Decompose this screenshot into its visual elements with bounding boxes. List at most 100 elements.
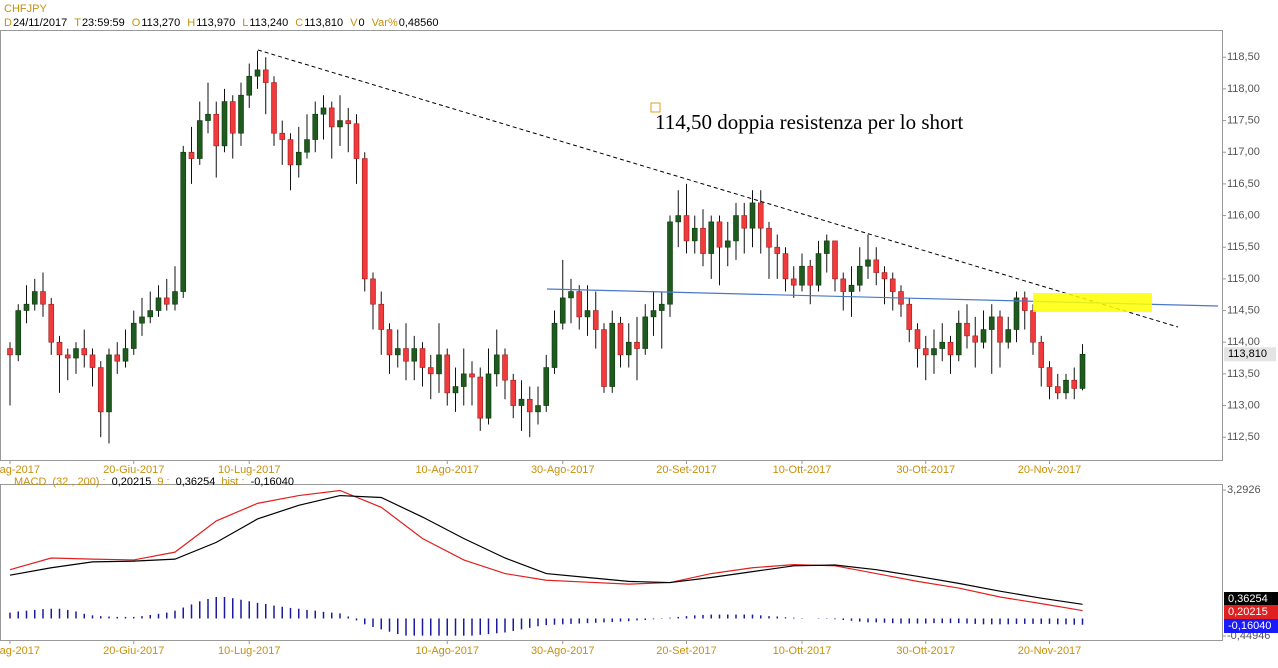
candle-body: [947, 341, 954, 356]
info-key: L: [242, 17, 248, 29]
y-tick-label: 114,50: [1227, 304, 1260, 316]
candle-body: [683, 215, 690, 242]
info-key: T: [74, 17, 81, 29]
info-key: C: [295, 17, 303, 29]
y-tick-label: 3,2926: [1227, 484, 1261, 496]
y-tick-label: 115,50: [1227, 241, 1260, 253]
candle-body: [757, 202, 764, 229]
candle-body: [724, 240, 731, 248]
candle-body: [609, 322, 616, 387]
candle-body: [254, 69, 261, 77]
candle-body: [584, 310, 591, 318]
info-value: 113,240: [249, 17, 288, 29]
candle-body: [73, 348, 79, 359]
info-value: 113,810: [304, 17, 343, 29]
candle-body: [271, 82, 277, 134]
candle-body: [1038, 341, 1045, 368]
annotation: 114,50 doppia resistenza per lo short: [655, 110, 963, 134]
candle-body: [997, 316, 1003, 343]
candle-body: [906, 303, 913, 330]
candle-body: [122, 348, 129, 362]
candle-body: [320, 107, 327, 115]
candle-body: [246, 75, 253, 96]
candle-body: [485, 373, 492, 419]
value-box: [1224, 592, 1278, 606]
candle-body: [411, 348, 418, 362]
candle-body: [15, 310, 22, 356]
candle-body: [741, 215, 748, 229]
info-value: 113,270: [141, 17, 180, 29]
candle-body: [89, 354, 96, 368]
candle-body: [889, 278, 896, 292]
candle-body: [221, 101, 228, 147]
candle-body: [972, 335, 979, 343]
candle-body: [856, 265, 863, 286]
x-tick-label: 30-Ago-2017: [531, 645, 595, 657]
candle-body: [502, 354, 508, 381]
candle-body: [452, 386, 459, 394]
info-value: 24/11/2017: [13, 17, 67, 29]
candle-body: [353, 123, 360, 159]
y-tick-label: 116,00: [1227, 209, 1260, 221]
candle-body: [172, 291, 178, 305]
x-tick-label: 10-Ott-2017: [773, 464, 832, 476]
x-tick-label: Mag-2017: [0, 645, 40, 657]
candle-body: [708, 221, 715, 254]
candle-body: [733, 215, 739, 242]
y-tick-label: 113,50: [1227, 368, 1260, 380]
x-tick-label: 20-Giu-2017: [103, 645, 164, 657]
candle-body: [518, 398, 525, 406]
candle-body: [939, 341, 946, 349]
candle-body: [64, 354, 71, 359]
info-key: H: [187, 17, 195, 29]
candle-body: [477, 376, 484, 419]
info-value: 113,970: [196, 17, 235, 29]
candle-body: [551, 322, 558, 368]
symbol: CHFJPY: [4, 3, 47, 15]
y-tick-label: 112,50: [1227, 431, 1260, 443]
candle-body: [403, 348, 409, 362]
x-tick-label: 30-Ott-2017: [896, 464, 955, 476]
x-tick-label: 20-Set-2017: [656, 464, 717, 476]
candle-body: [205, 113, 211, 121]
candle-body: [749, 202, 756, 229]
candle-body: [526, 398, 533, 413]
candle-body: [427, 367, 434, 375]
x-tick-label: 30-Ott-2017: [896, 645, 955, 657]
info-bar: D 24/11/2017 T 23:59:59 O 113,270 H 113,970 L 113…: [4, 17, 439, 29]
candle-body: [130, 322, 137, 349]
y-tick-label: 117,00: [1227, 146, 1260, 158]
macd-params: (32 , 200) :: [52, 476, 105, 488]
candle-body: [535, 405, 541, 413]
macd-title: MACD: [14, 476, 46, 488]
candle-body: [922, 348, 929, 356]
candle-body: [1071, 379, 1078, 389]
candle-body: [832, 240, 838, 280]
resistance-zone: [1033, 293, 1152, 312]
candle-body: [881, 272, 888, 280]
candle-body: [1021, 297, 1028, 311]
candle-body: [980, 329, 987, 343]
candle-body: [799, 265, 805, 286]
note-marker: [650, 102, 661, 113]
value-box: [1224, 619, 1278, 633]
candle-body: [988, 316, 995, 330]
x-tick-label: 10-Ott-2017: [773, 645, 832, 657]
y-tick-label: 116,50: [1227, 178, 1260, 190]
candle-body: [40, 291, 46, 305]
candle-body: [81, 348, 88, 356]
candle-body: [691, 227, 698, 242]
y-tick-label: 118,00: [1227, 83, 1260, 95]
candle-body: [23, 303, 30, 311]
candle-body: [568, 291, 574, 299]
candle-body: [650, 310, 657, 318]
candle-body: [658, 303, 665, 311]
signal-value: 0,36254: [176, 476, 216, 488]
candle-body: [361, 158, 368, 280]
candle-body: [287, 139, 294, 166]
candle-body: [196, 120, 203, 159]
candle-body: [964, 322, 970, 337]
candle-body: [328, 107, 335, 128]
candle-body: [31, 291, 38, 305]
